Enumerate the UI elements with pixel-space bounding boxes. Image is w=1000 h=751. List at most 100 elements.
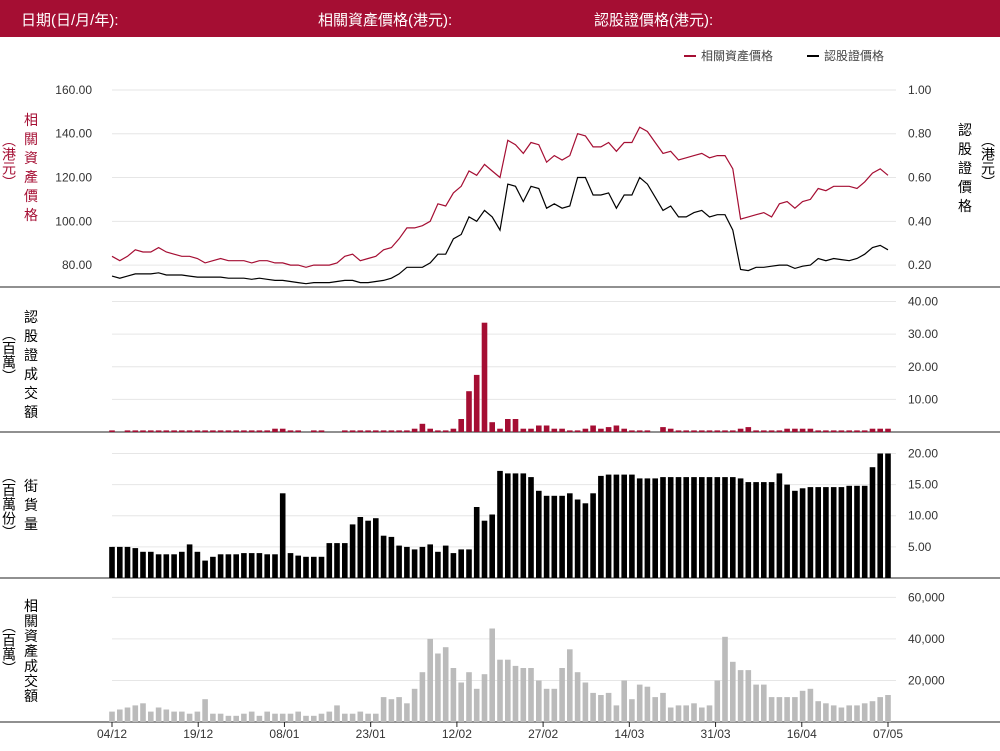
- warrant-turnover-bar: [481, 322, 488, 432]
- price-right-axis-title: 股: [958, 141, 972, 157]
- underlying-turnover-bar: [404, 703, 410, 722]
- bars-layer: [109, 322, 891, 722]
- underlying-turnover-bar: [458, 682, 464, 722]
- outstanding-bar: [613, 474, 620, 578]
- outstanding-bar: [117, 546, 123, 578]
- warrant-turnover-axis-unit: （百萬）: [1, 327, 17, 383]
- outstanding-bar: [489, 514, 495, 578]
- outstanding-axis-title: 街: [24, 478, 38, 494]
- underlying-turnover-tick: 60,000: [908, 590, 945, 604]
- underlying-turnover-bar: [163, 709, 170, 722]
- warrant-turnover-axis-title: 認: [24, 309, 38, 325]
- outstanding-bar: [768, 482, 775, 578]
- warrant-turnover-bar: [869, 428, 876, 432]
- outstanding-axis-unit: （百萬份）: [1, 469, 17, 539]
- warrant-turnover-bar: [605, 427, 612, 432]
- grid-layer: [0, 89, 1000, 723]
- underlying-turnover-bar: [140, 703, 146, 722]
- outstanding-bar: [815, 487, 821, 578]
- warrant-turnover-bar: [365, 430, 371, 432]
- outstanding-bar: [528, 477, 534, 578]
- underlying-turnover-bar: [318, 713, 325, 722]
- warrant-turnover-bar: [295, 430, 301, 432]
- warrant-turnover-bar: [768, 430, 775, 432]
- warrant-turnover-bar: [846, 430, 852, 432]
- x-axis-tick-label: 04/12: [97, 727, 127, 741]
- outstanding-bar: [466, 549, 472, 578]
- underlying-turnover-bar: [854, 705, 860, 722]
- underlying-turnover-bar: [574, 672, 581, 722]
- outstanding-bar: [109, 546, 115, 578]
- outstanding-bar: [435, 551, 441, 578]
- price-left-axis-unit: （港元）: [1, 133, 17, 189]
- outstanding-tick: 5.00: [908, 540, 932, 554]
- underlying-turnover-axis-title: 交: [24, 673, 38, 689]
- outstanding-bar: [636, 478, 643, 578]
- outstanding-bar: [264, 554, 270, 578]
- warrant-turnover-bar: [342, 430, 348, 432]
- outstanding-bar: [838, 487, 845, 578]
- underlying-turnover-bar: [644, 686, 651, 722]
- underlying-turnover-bar: [714, 680, 721, 722]
- underlying-turnover-bar: [660, 692, 666, 722]
- outstanding-bar: [567, 493, 573, 578]
- underlying-turnover-bar: [481, 674, 488, 722]
- underlying-turnover-bar: [303, 715, 309, 722]
- outstanding-bar: [885, 453, 891, 578]
- price-legend: 相關資產價格 認股證價格: [684, 48, 884, 63]
- underlying-turnover-bar: [792, 697, 798, 722]
- price-right-axis-title: 證: [958, 160, 972, 176]
- underlying-turnover-bar: [179, 711, 185, 722]
- warrant-turnover-bar: [590, 425, 596, 432]
- price-right-axis-title: 價: [958, 179, 972, 195]
- outstanding-bar: [357, 517, 364, 578]
- x-axis-tick-label: 27/02: [528, 727, 558, 741]
- underlying-turnover-bar: [489, 628, 495, 722]
- outstanding-bar: [380, 535, 387, 578]
- outstanding-bar: [854, 485, 860, 578]
- underlying-turnover-bar: [450, 668, 457, 722]
- price-right-axis-title: 認: [958, 122, 972, 138]
- outstanding-bar: [396, 545, 402, 578]
- underlying-turnover-bar: [287, 713, 294, 722]
- outstanding-tick: 20.00: [908, 446, 938, 460]
- underlying-turnover-bar: [109, 711, 115, 722]
- outstanding-bar: [140, 551, 146, 578]
- warrant-turnover-bar: [745, 427, 752, 432]
- price-right-tick: 0.40: [908, 214, 932, 228]
- warrant-chart: 相關資產價格 認股證價格 160.00140.00120.00100.0080.…: [0, 48, 1000, 741]
- underlying-turnover-bar: [605, 692, 612, 722]
- outstanding-bar: [194, 551, 201, 578]
- warrant-turnover-tick: 10.00: [908, 392, 938, 406]
- underlying-turnover-bar: [861, 703, 868, 722]
- warrant-turnover-bar: [683, 430, 689, 432]
- warrant-turnover-bar: [497, 428, 503, 432]
- underlying-turnover-bar: [117, 709, 123, 722]
- underlying-turnover-bar: [543, 688, 550, 722]
- x-axis-tick-label: 23/01: [356, 727, 386, 741]
- outstanding-bar: [241, 553, 247, 578]
- outstanding-bar: [279, 493, 286, 578]
- underlying-turnover-bar: [761, 684, 767, 722]
- underlying-turnover-bar: [473, 688, 480, 722]
- warrant-turnover-bar: [574, 430, 581, 432]
- outstanding-bar: [590, 493, 596, 578]
- outstanding-bar: [179, 551, 185, 578]
- outstanding-bar: [574, 499, 581, 578]
- warrant-turnover-tick: 30.00: [908, 327, 938, 341]
- warrant-turnover-bar: [109, 430, 115, 432]
- price-left-tick: 140.00: [55, 127, 92, 141]
- warrant-turnover-bar: [644, 430, 651, 432]
- outstanding-bar: [784, 484, 790, 578]
- underlying-turnover-bar: [194, 711, 201, 722]
- warrant-turnover-bar: [396, 430, 402, 432]
- warrant-turnover-tick: 20.00: [908, 360, 938, 374]
- outstanding-bar: [714, 477, 721, 578]
- underlying-turnover-tick: 20,000: [908, 673, 945, 687]
- underlying-turnover-bar: [373, 713, 379, 722]
- underlying-turnover-bar: [691, 703, 697, 722]
- outstanding-bar: [295, 555, 301, 578]
- outstanding-bar: [481, 520, 488, 578]
- warrant-turnover-bar: [815, 430, 821, 432]
- outstanding-bar: [691, 477, 697, 578]
